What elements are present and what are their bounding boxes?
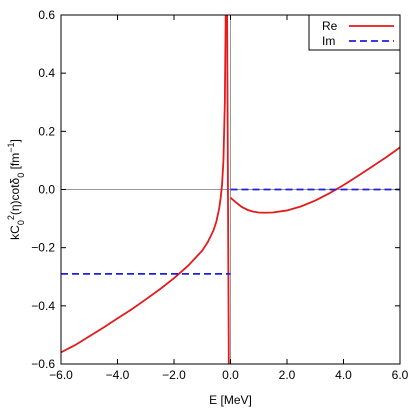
series-line-re <box>226 15 230 364</box>
y-tick-label: −0.2 <box>31 241 55 255</box>
y-title-sub: 0 <box>16 173 26 178</box>
legend-box <box>308 14 401 51</box>
x-tick-label: 6.0 <box>392 368 409 382</box>
x-tick-label: −4.0 <box>106 368 130 382</box>
legend-label-re: Re <box>322 19 338 33</box>
y-title-sub: 0 <box>16 220 26 225</box>
x-tick-label: −6.0 <box>49 368 73 382</box>
y-tick-label: −0.6 <box>31 357 55 371</box>
series-line-re <box>61 15 227 354</box>
y-title-sup: −1 <box>6 143 16 153</box>
y-tick-label: 0.6 <box>38 8 55 22</box>
y-tick-label: −0.4 <box>31 299 55 313</box>
series-line-re <box>229 146 400 214</box>
y-title-part: ] <box>8 139 22 142</box>
y-title-part: kC <box>8 225 22 240</box>
x-tick-label: −2.0 <box>162 368 186 382</box>
y-tick-label: 0.2 <box>38 124 55 138</box>
y-axis-title: kC02(η)cotδ0 [fm−1] <box>6 139 26 240</box>
y-tick-label: 0.0 <box>38 183 55 197</box>
x-axis-title: E [MeV] <box>209 393 252 407</box>
legend-label-im: Im <box>322 34 335 48</box>
legend: Re Im <box>308 14 401 51</box>
y-tick-label: 0.4 <box>38 66 55 80</box>
y-title-part: (η)cotδ <box>8 177 22 215</box>
x-tick-label: 4.0 <box>335 368 352 382</box>
y-title-sup: 2 <box>6 215 16 220</box>
x-tick-label: 0.0 <box>222 368 239 382</box>
y-title-part: [fm <box>8 153 22 173</box>
x-tick-label: 2.0 <box>279 368 296 382</box>
